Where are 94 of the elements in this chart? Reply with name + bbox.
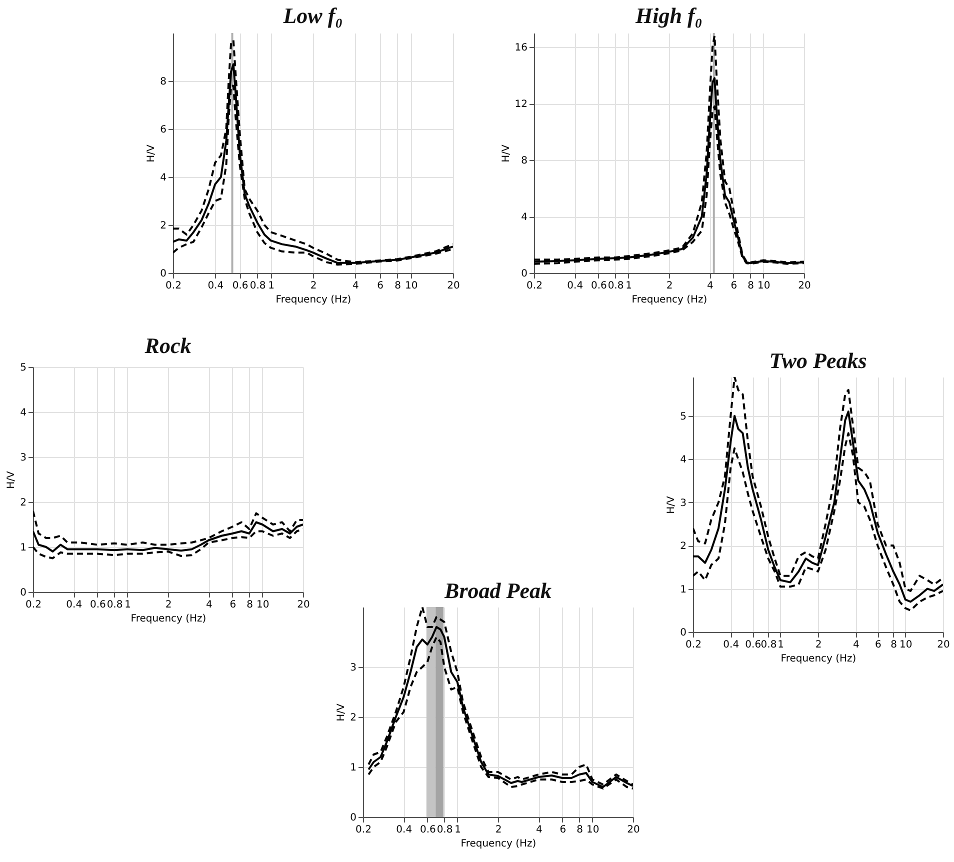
x-axis-title: Frequency (Hz) — [460, 838, 536, 850]
y-tick-label: 4 — [680, 454, 686, 466]
x-axis-title: Frequency (Hz) — [780, 654, 856, 664]
x-tick-label: 10 — [586, 824, 600, 836]
y-tick-label: 5 — [20, 362, 26, 374]
x-tick-label: 0.6 — [420, 824, 436, 836]
x-tick-label: 0.4 — [567, 280, 584, 292]
y-tick-label: 2 — [160, 220, 166, 232]
x-tick-label: 0.6 — [232, 280, 248, 292]
chart-title: Rock — [144, 333, 192, 358]
x-tick-label: 1 — [778, 640, 784, 650]
x-tick-label: 0.8 — [106, 600, 123, 610]
x-tick-label: 8 — [246, 600, 253, 610]
x-tick-label: 20 — [937, 640, 950, 650]
x-tick-label: 1 — [626, 280, 632, 292]
y-tick-label: 1 — [680, 584, 686, 596]
y-tick-label: 0 — [350, 812, 356, 824]
x-tick-label: 0.2 — [526, 280, 542, 292]
y-tick-label: 3 — [350, 662, 356, 674]
x-tick-label: 0.2 — [356, 824, 372, 836]
y-tick-label: 0 — [680, 628, 686, 638]
x-tick-label: 0.4 — [208, 280, 224, 292]
x-tick-label: 2 — [815, 640, 822, 650]
chart-title: Broad Peak — [444, 578, 552, 603]
x-tick-label: 0.4 — [396, 824, 412, 836]
x-tick-label: 20 — [297, 600, 310, 610]
x-tick-label: 0.8 — [250, 280, 266, 292]
x-tick-label: 6 — [230, 600, 236, 610]
x-tick-label: 20 — [447, 280, 460, 292]
y-axis-title: H/V — [500, 144, 512, 162]
y-tick-label: 1 — [350, 762, 356, 774]
x-tick-label: 8 — [394, 280, 401, 292]
x-axis-title: Frequency (Hz) — [632, 294, 708, 306]
x-axis-title: Frequency (Hz) — [130, 614, 206, 624]
chart-title: High f₀ — [634, 3, 702, 28]
y-tick-label: 2 — [20, 498, 26, 508]
y-tick-label: 2 — [350, 712, 356, 724]
x-tick-label: 10 — [757, 280, 770, 292]
x-tick-label: 0.4 — [66, 600, 82, 610]
x-tick-label: 4 — [206, 600, 212, 610]
x-tick-label: 6 — [730, 280, 738, 292]
x-tick-label: 6 — [560, 824, 566, 836]
x-tick-label: 20 — [627, 824, 640, 836]
x-tick-label: 0.6 — [745, 640, 762, 650]
x-tick-label: 8 — [890, 640, 897, 650]
y-tick-label: 4 — [521, 212, 528, 224]
x-tick-label: 10 — [404, 280, 418, 292]
x-tick-label: 4 — [852, 640, 860, 650]
y-axis-title: H/V — [666, 496, 678, 514]
x-tick-label: 20 — [798, 280, 811, 292]
x-axis-title: Frequency (Hz) — [276, 294, 352, 306]
x-tick-label: 2 — [495, 824, 502, 836]
y-tick-label: 6 — [160, 124, 166, 136]
x-tick-label: 8 — [748, 280, 754, 292]
x-tick-label: 0.8 — [608, 280, 624, 292]
y-tick-label: 1 — [20, 542, 26, 554]
x-tick-label: 4 — [536, 824, 542, 836]
y-tick-label: 4 — [20, 408, 26, 418]
x-tick-label: 0.6 — [590, 280, 607, 292]
x-tick-label: 0.8 — [436, 824, 453, 836]
x-tick-label: 6 — [377, 280, 384, 292]
y-tick-label: 2 — [680, 541, 686, 552]
y-axis-title: H/V — [336, 703, 348, 722]
x-tick-label: 0.6 — [90, 600, 106, 610]
y-tick-label: 3 — [680, 498, 686, 509]
x-tick-label: 10 — [256, 600, 270, 610]
y-tick-label: 8 — [521, 156, 528, 167]
y-tick-label: 5 — [680, 411, 686, 422]
y-tick-label: 12 — [514, 99, 528, 110]
x-tick-label: 2 — [666, 280, 673, 292]
x-tick-label: 0.2 — [166, 280, 182, 292]
y-tick-label: 0 — [521, 268, 528, 280]
x-tick-label: 1 — [268, 280, 275, 292]
x-tick-label: 2 — [310, 280, 317, 292]
chart-title: Low f₀ — [282, 3, 343, 28]
x-tick-label: 0.8 — [760, 640, 777, 650]
y-axis-title: H/V — [6, 470, 18, 489]
y-tick-label: 3 — [20, 452, 26, 464]
x-tick-label: 10 — [900, 640, 912, 650]
x-tick-label: 6 — [874, 640, 882, 650]
y-tick-label: 0 — [20, 588, 26, 598]
x-tick-label: 1 — [454, 824, 462, 836]
x-tick-label: 0.4 — [723, 640, 740, 650]
y-tick-label: 8 — [160, 76, 166, 88]
y-tick-label: 4 — [160, 172, 166, 184]
x-tick-label: 1 — [124, 600, 132, 610]
x-tick-label: 0.2 — [26, 600, 42, 610]
x-tick-label: 0.2 — [686, 640, 702, 650]
y-tick-label: 0 — [160, 268, 166, 280]
x-tick-label: 8 — [576, 824, 583, 836]
y-axis-title: H/V — [146, 144, 158, 162]
x-tick-label: 4 — [706, 280, 714, 292]
chart-title: Two Peaks — [769, 348, 867, 373]
y-tick-label: 16 — [514, 42, 528, 54]
